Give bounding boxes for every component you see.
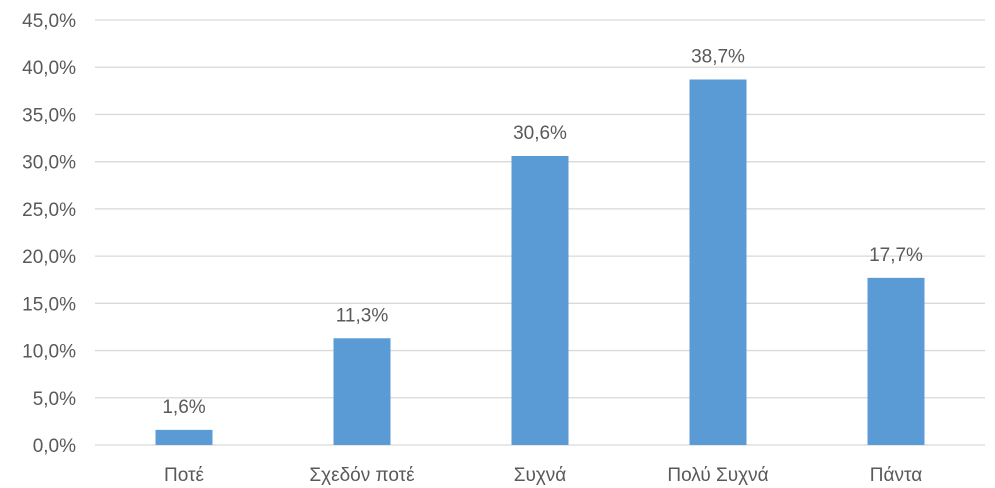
data-labels: 1,6% 11,3% 30,6% 38,7% 17,7% xyxy=(162,47,923,418)
bar xyxy=(689,79,747,445)
data-label: 38,7% xyxy=(691,47,745,68)
data-label: 11,3% xyxy=(336,305,389,326)
category-label: Πάντα xyxy=(870,465,922,486)
category-label: Ποτέ xyxy=(164,465,205,486)
y-tick-label: 15,0% xyxy=(22,294,76,315)
y-tick-label: 45,0% xyxy=(22,11,76,32)
y-tick-label: 40,0% xyxy=(22,58,76,79)
bar xyxy=(511,156,569,445)
y-tick-label: 5,0% xyxy=(33,389,76,410)
data-label: 30,6% xyxy=(513,123,567,144)
y-axis-tick-labels: 0,0% 5,0% 10,0% 15,0% 20,0% 25,0% 30,0% 35,0% 40… xyxy=(22,11,76,457)
category-label: Πολύ Συχνά xyxy=(667,465,768,486)
y-tick-label: 20,0% xyxy=(22,247,76,268)
bar xyxy=(155,429,213,445)
y-tick-label: 35,0% xyxy=(22,105,76,126)
y-tick-label: 25,0% xyxy=(22,200,76,221)
data-label: 17,7% xyxy=(869,245,923,266)
bar xyxy=(867,277,925,445)
category-label: Σχεδόν ποτέ xyxy=(309,465,415,486)
bar xyxy=(333,338,391,445)
y-tick-label: 0,0% xyxy=(33,436,76,457)
category-labels: Ποτέ Σχεδόν ποτέ Συχνά Πολύ Συχνά Πάντα xyxy=(164,465,922,486)
category-label: Συχνά xyxy=(514,465,567,486)
bars xyxy=(155,79,925,445)
data-label: 1,6% xyxy=(162,397,205,418)
y-tick-label: 10,0% xyxy=(22,342,76,363)
y-tick-label: 30,0% xyxy=(22,153,76,174)
